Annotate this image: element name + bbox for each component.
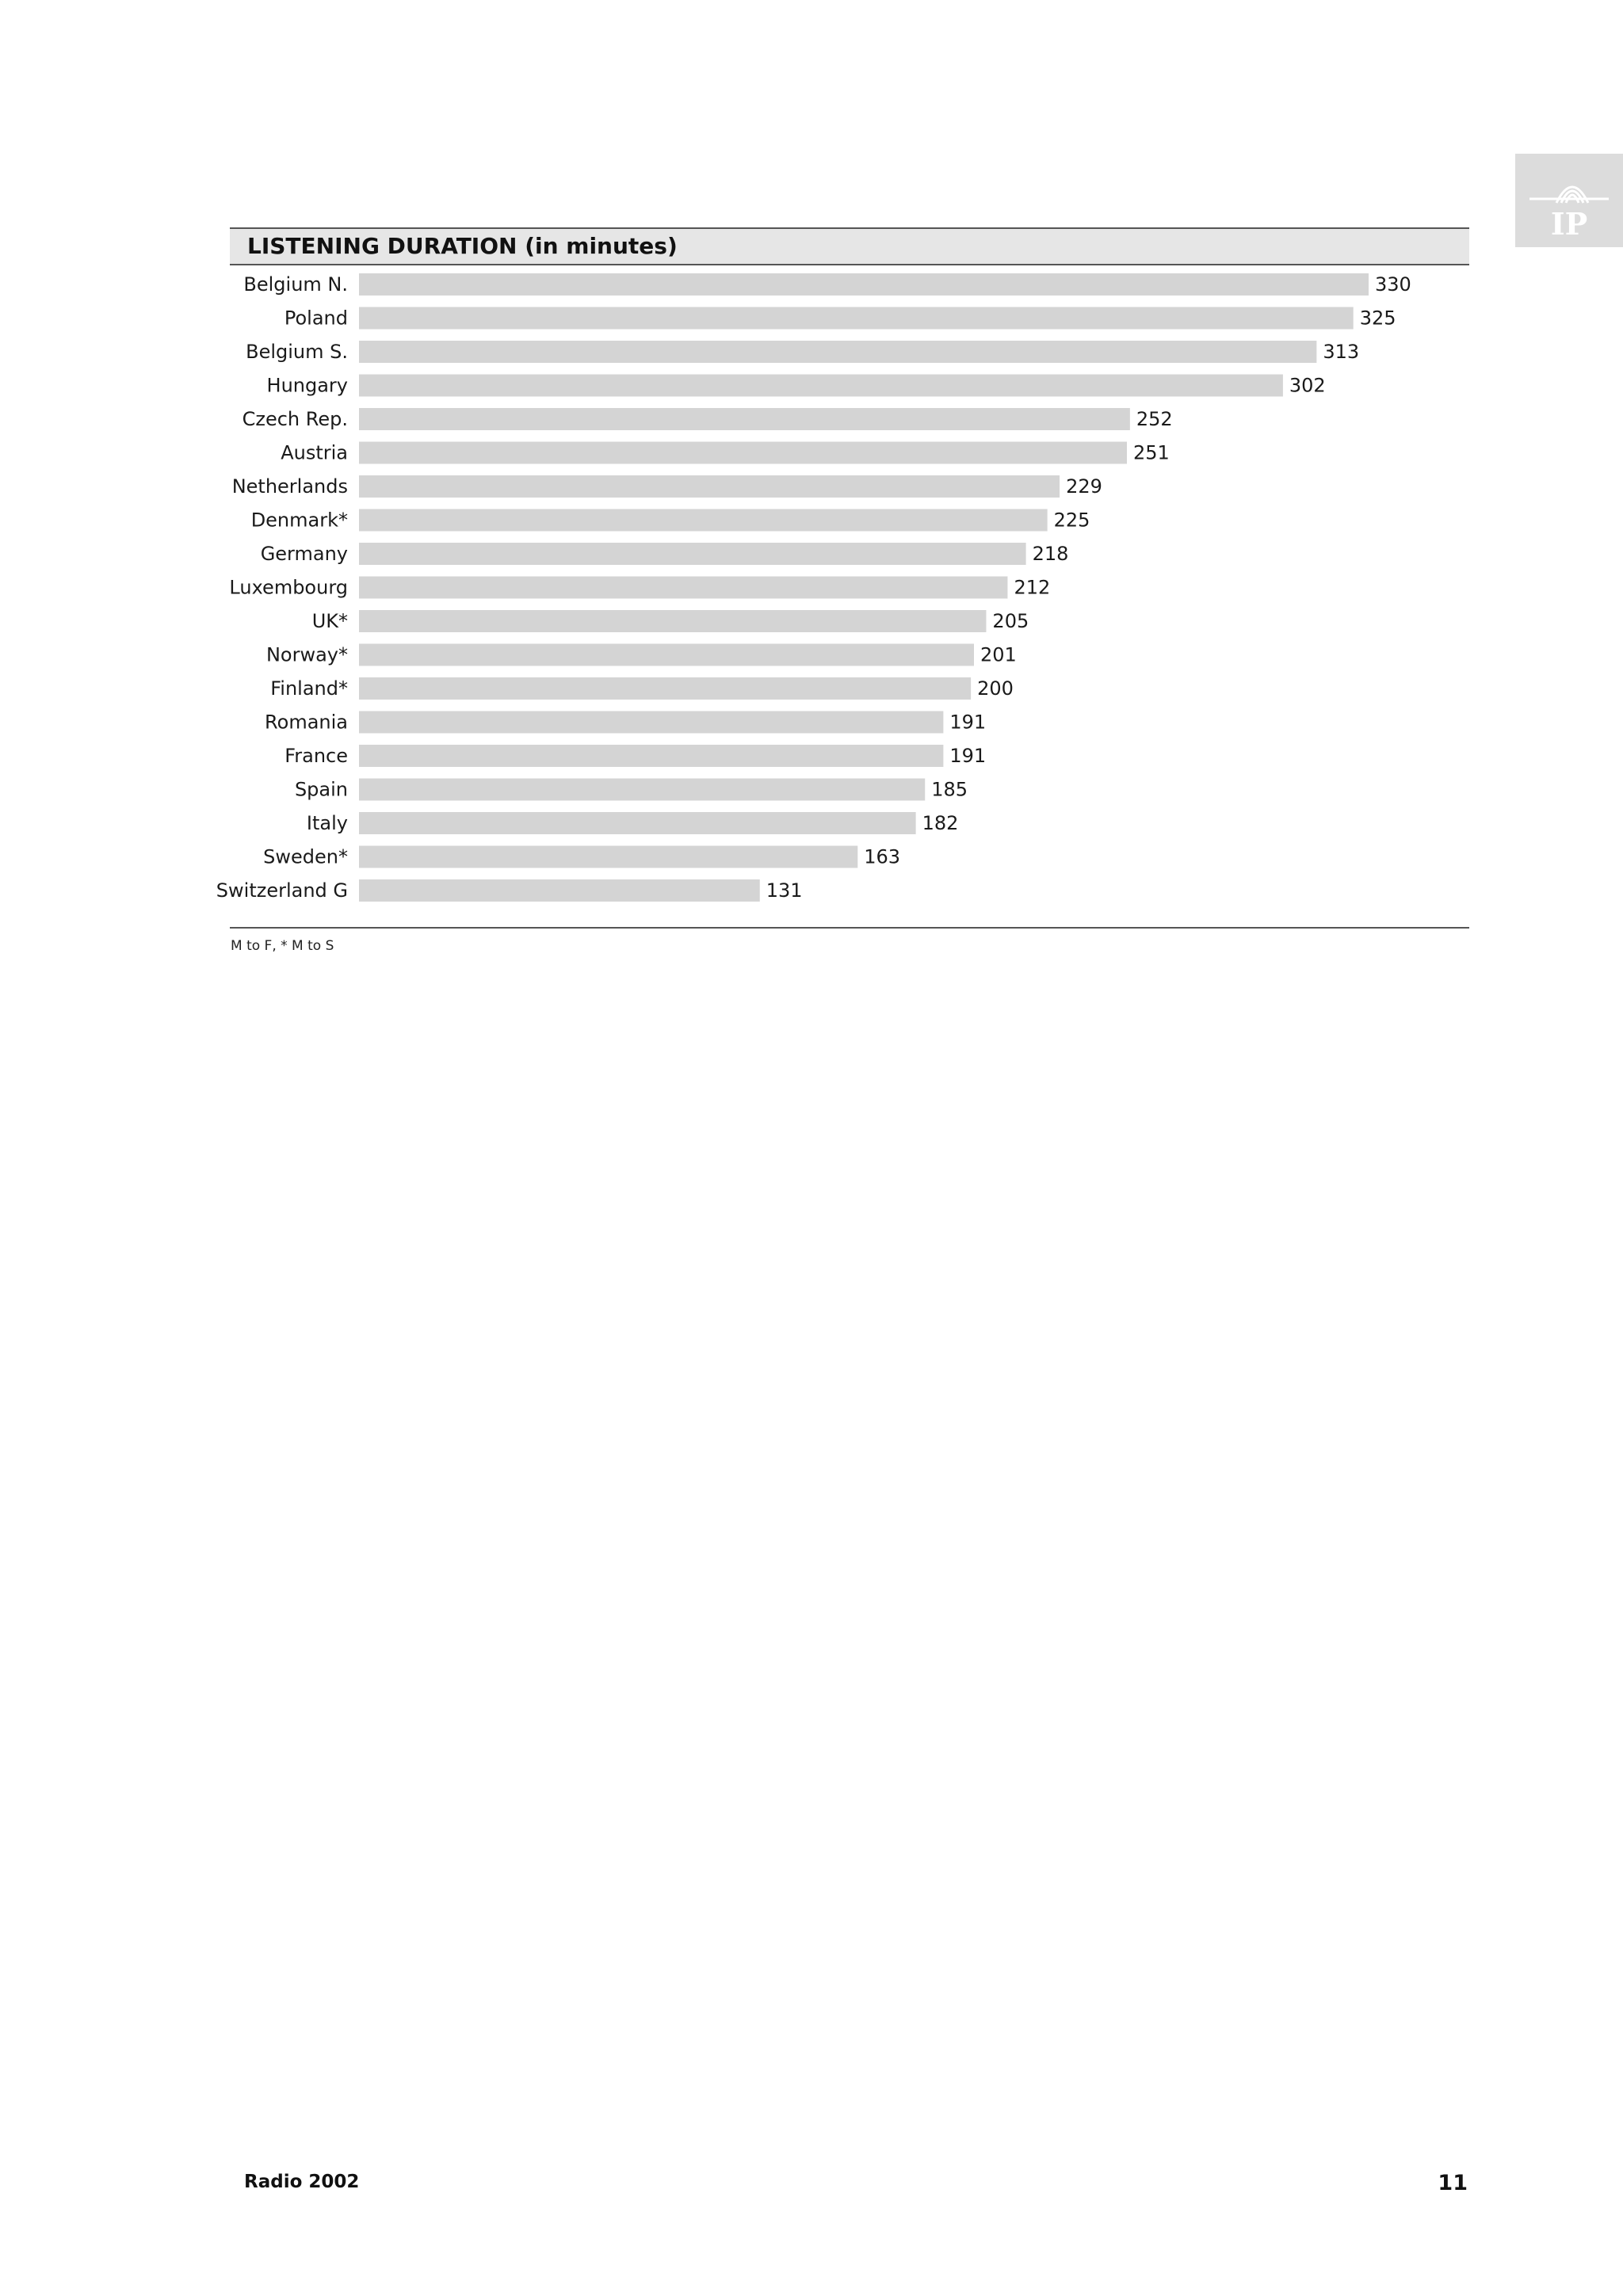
value-label: 201 — [980, 644, 1017, 666]
value-label: 225 — [1054, 509, 1090, 532]
category-label: Denmark* — [251, 509, 348, 532]
value-label: 330 — [1375, 273, 1411, 296]
value-label: 185 — [931, 779, 968, 801]
category-label: Belgium N. — [243, 273, 348, 296]
category-label: Sweden* — [263, 846, 348, 868]
value-label: 200 — [977, 677, 1014, 700]
bar — [359, 879, 760, 902]
bar — [359, 610, 987, 632]
category-label: Netherlands — [232, 475, 348, 498]
bar — [359, 576, 1008, 599]
value-label: 325 — [1360, 307, 1396, 330]
category-label: Hungary — [267, 375, 348, 397]
chart-title: LISTENING DURATION (in minutes) — [247, 233, 678, 259]
page-number: 11 — [1438, 2171, 1468, 2195]
bar — [359, 341, 1317, 363]
bar — [359, 711, 944, 734]
value-label: 182 — [922, 812, 959, 834]
bar — [359, 543, 1026, 565]
bar — [359, 812, 916, 834]
bars-layer: Belgium N. 330 Poland 325 Belgium S. 313 Hunga… — [216, 273, 1411, 902]
chart-bottom-rule — [230, 927, 1469, 929]
ip-logo-icon: IP — [1529, 185, 1609, 242]
value-label: 313 — [1323, 341, 1359, 363]
category-label: Belgium S. — [246, 341, 348, 363]
chart-title-bar: LISTENING DURATION (in minutes) — [230, 227, 1469, 265]
category-label: Switzerland G — [216, 879, 348, 902]
value-label: 131 — [766, 879, 803, 902]
category-label: Finland* — [270, 677, 348, 700]
bar — [359, 408, 1130, 430]
bar — [359, 509, 1048, 532]
value-label: 191 — [949, 711, 986, 734]
category-label: Italy — [307, 812, 348, 834]
category-label: Norway* — [266, 644, 348, 666]
category-label: France — [285, 745, 348, 767]
value-label: 252 — [1136, 408, 1173, 430]
bar — [359, 273, 1369, 296]
bar — [359, 677, 972, 700]
value-label: 191 — [949, 745, 986, 767]
value-label: 229 — [1066, 475, 1102, 498]
footnote: M to F, * M to S — [231, 938, 334, 954]
value-label: 251 — [1133, 442, 1170, 464]
value-label: 163 — [864, 846, 900, 868]
bar — [359, 475, 1060, 498]
bar-chart: Belgium N. 330 Poland 325 Belgium S. 313 Hunga… — [216, 273, 1411, 902]
category-label: Luxembourg — [229, 577, 348, 599]
value-label: 218 — [1033, 543, 1069, 565]
bar — [359, 845, 858, 868]
ip-logo: IP — [1515, 154, 1623, 247]
bar — [359, 643, 974, 666]
logo-text: IP — [1551, 206, 1587, 242]
publication-name: Radio 2002 — [244, 2172, 360, 2192]
value-label: 212 — [1014, 577, 1050, 599]
category-label: Spain — [295, 779, 348, 801]
bar — [359, 374, 1283, 397]
category-label: Poland — [285, 307, 348, 330]
category-label: Germany — [261, 543, 348, 565]
bar — [359, 307, 1354, 330]
bar — [359, 745, 944, 767]
bar — [359, 441, 1128, 464]
category-label: UK* — [312, 610, 348, 632]
value-label: 302 — [1289, 375, 1326, 397]
category-label: Romania — [265, 711, 348, 734]
category-label: Czech Rep. — [242, 408, 348, 430]
category-label: Austria — [281, 442, 348, 464]
value-label: 205 — [992, 610, 1029, 632]
bar — [359, 778, 926, 801]
